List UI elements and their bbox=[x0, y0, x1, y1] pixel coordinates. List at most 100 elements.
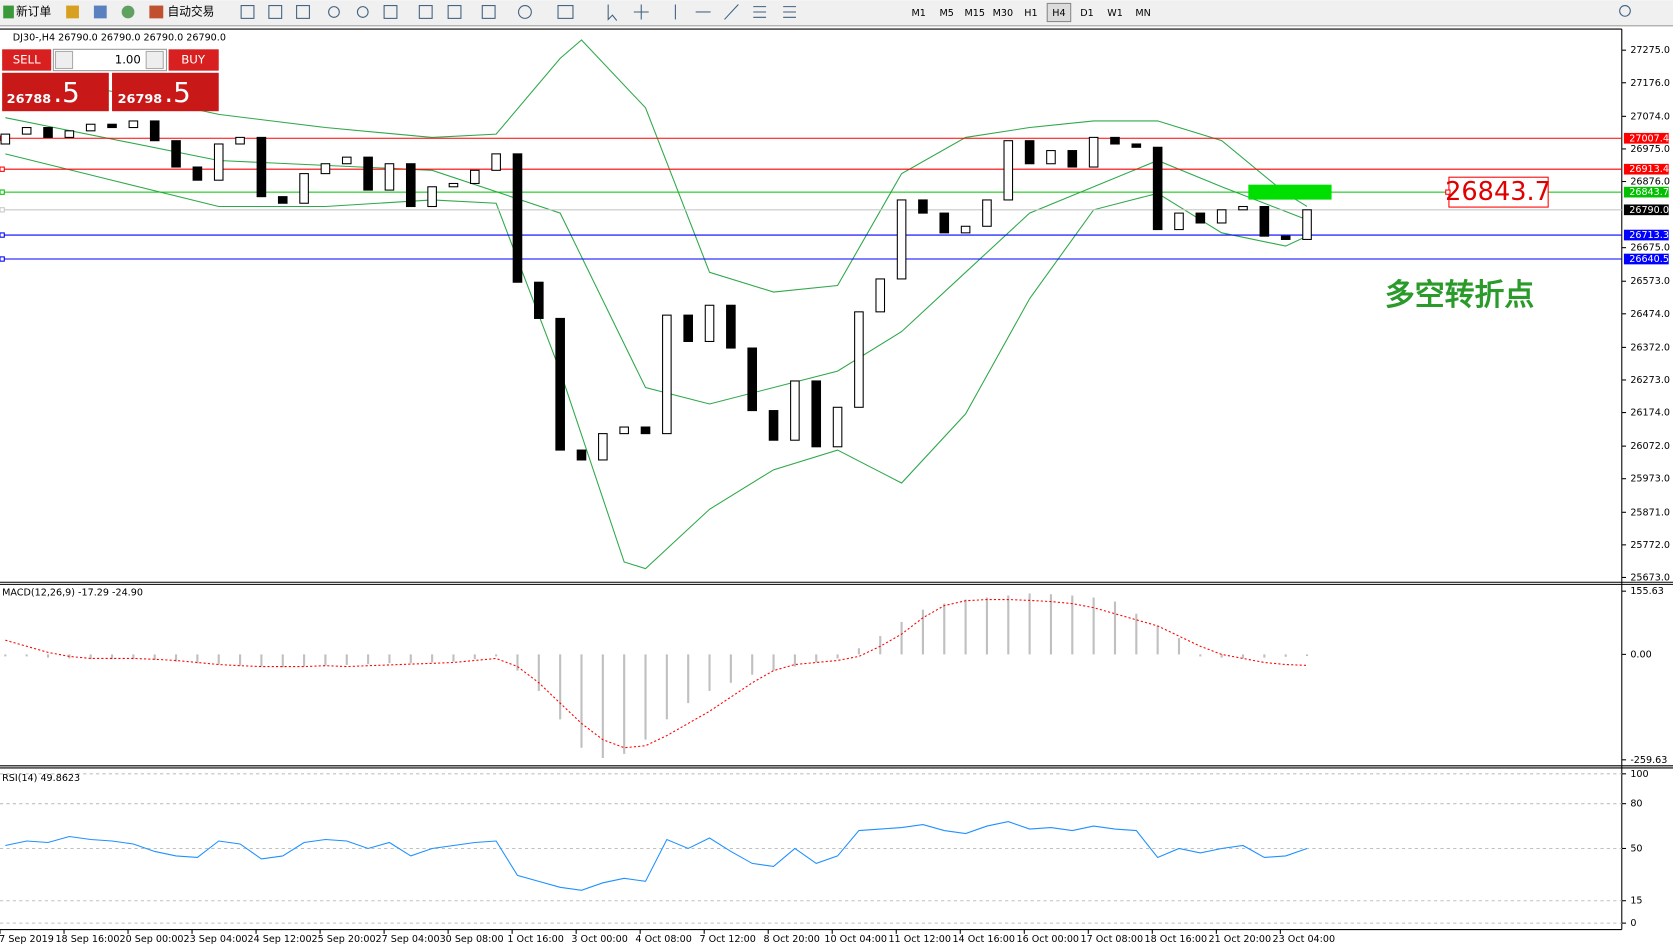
turning-point-marker bbox=[1248, 184, 1332, 200]
channel-tool[interactable] bbox=[753, 6, 767, 18]
timeframe-button[interactable]: D1 bbox=[1080, 8, 1094, 19]
candle bbox=[1067, 150, 1078, 168]
level-label-box bbox=[1623, 229, 1669, 241]
x-tick-label: 20 Sep 00:00 bbox=[119, 934, 183, 945]
candle bbox=[427, 186, 437, 208]
candle bbox=[960, 225, 971, 234]
candle bbox=[1003, 140, 1014, 201]
buy-button[interactable] bbox=[168, 49, 219, 71]
candle bbox=[726, 304, 736, 349]
search-icon[interactable] bbox=[1619, 5, 1631, 17]
timeframe-button[interactable]: H1 bbox=[1024, 8, 1037, 19]
trendline-tool[interactable] bbox=[724, 4, 739, 20]
buy-label[interactable]: BUY bbox=[181, 52, 206, 66]
timeframe-button[interactable]: M30 bbox=[993, 8, 1014, 19]
buy-price-fraction[interactable]: .5 bbox=[164, 76, 190, 109]
timeframe-button[interactable]: M15 bbox=[965, 8, 986, 19]
new-order-button[interactable]: 新订单 bbox=[16, 4, 51, 18]
y-tick-label: 27275.0 bbox=[1630, 45, 1670, 56]
candle bbox=[1238, 205, 1248, 211]
sell-price-box[interactable] bbox=[2, 72, 109, 112]
timeframe-button[interactable]: M1 bbox=[911, 8, 925, 19]
rsi-title: RSI(14) 49.8623 bbox=[2, 773, 80, 784]
auto-trading-button[interactable]: 自动交易 bbox=[168, 4, 215, 18]
candle bbox=[128, 120, 139, 129]
y-tick-label: 26072.0 bbox=[1630, 441, 1670, 452]
zoom-out[interactable] bbox=[356, 6, 369, 18]
candle bbox=[1088, 136, 1099, 168]
candle bbox=[149, 120, 160, 142]
tool-icon[interactable] bbox=[481, 5, 496, 19]
candle bbox=[405, 163, 416, 208]
x-tick-label: 24 Sep 12:00 bbox=[248, 934, 312, 945]
candle bbox=[64, 130, 75, 138]
x-tick-label: 7 Oct 12:00 bbox=[699, 934, 755, 945]
y-tick-label: 26273.0 bbox=[1630, 375, 1670, 386]
candle bbox=[619, 426, 629, 435]
timeframe-button[interactable]: H4 bbox=[1052, 8, 1065, 19]
y-tick-label: 155.63 bbox=[1630, 586, 1664, 597]
lot-up[interactable] bbox=[145, 50, 164, 70]
candle bbox=[43, 126, 53, 138]
fibo-tool[interactable] bbox=[783, 6, 796, 18]
level-label-box bbox=[1623, 253, 1669, 265]
candle bbox=[1259, 205, 1270, 237]
timeframe-button[interactable]: W1 bbox=[1107, 8, 1123, 19]
tool-icon[interactable] bbox=[557, 5, 574, 19]
x-tick-label: 17 Oct 08:00 bbox=[1081, 934, 1144, 945]
tool-icon[interactable] bbox=[418, 5, 433, 19]
lot-value[interactable]: 1.00 bbox=[115, 52, 141, 66]
y-tick-label: 26372.0 bbox=[1630, 342, 1670, 353]
lot-input[interactable] bbox=[52, 48, 167, 72]
crosshair-tool[interactable] bbox=[633, 4, 649, 20]
x-tick-label: 30 Sep 08:00 bbox=[440, 934, 504, 945]
annotation-text: 多空转折点 bbox=[1385, 278, 1534, 313]
zoom-in[interactable] bbox=[328, 6, 340, 18]
y-tick-label: 80 bbox=[1630, 799, 1642, 810]
candle bbox=[576, 449, 587, 461]
x-tick-label: 1 Oct 16:00 bbox=[507, 934, 563, 945]
toolbar-icon[interactable] bbox=[121, 5, 135, 19]
tool-icon[interactable] bbox=[296, 5, 310, 19]
level-handle bbox=[0, 166, 5, 172]
new-order-icon[interactable] bbox=[3, 5, 14, 19]
sell-button[interactable] bbox=[2, 49, 52, 71]
one-click-trading: SELL 1.00 BUY 26788 .5 26798 .5 bbox=[2, 48, 219, 112]
candle bbox=[1195, 212, 1206, 224]
candle bbox=[534, 281, 544, 319]
toolbar-icon[interactable] bbox=[66, 5, 79, 19]
signal-line bbox=[5, 599, 1308, 749]
candle bbox=[875, 278, 886, 313]
candle bbox=[982, 199, 992, 227]
timeframe-button[interactable]: MN bbox=[1135, 8, 1150, 19]
toolbar-icon[interactable] bbox=[93, 5, 107, 19]
candle bbox=[640, 426, 651, 435]
y-tick-label: 50 bbox=[1630, 843, 1642, 854]
lot-down[interactable] bbox=[54, 50, 74, 70]
cursor-tool[interactable] bbox=[607, 4, 618, 21]
tool-icon[interactable] bbox=[268, 5, 283, 19]
y-tick-label: 26975.0 bbox=[1630, 144, 1670, 155]
tool-icon[interactable] bbox=[518, 5, 532, 19]
level-handle bbox=[0, 207, 5, 213]
tool-icon[interactable] bbox=[240, 5, 255, 19]
x-tick-label: 23 Oct 04:00 bbox=[1273, 934, 1336, 945]
sell-label[interactable]: SELL bbox=[13, 52, 41, 66]
tool-icon[interactable] bbox=[383, 5, 398, 19]
y-tick-label: 27176.0 bbox=[1630, 78, 1670, 89]
sell-price-fraction[interactable]: .5 bbox=[53, 76, 79, 109]
candle bbox=[363, 156, 373, 191]
auto-trading-icon[interactable] bbox=[149, 5, 164, 19]
tool-icon[interactable] bbox=[447, 5, 462, 19]
candle bbox=[896, 199, 907, 280]
y-tick-label: -259.63 bbox=[1630, 755, 1667, 766]
candle bbox=[1024, 140, 1035, 165]
sell-price[interactable]: 26788 bbox=[7, 92, 52, 107]
toolbar-tools bbox=[240, 4, 1631, 21]
buy-price-box[interactable] bbox=[112, 72, 219, 112]
y-tick-label: 0.00 bbox=[1630, 649, 1651, 660]
timeframe-button[interactable]: M5 bbox=[940, 8, 954, 19]
rsi-line bbox=[5, 821, 1308, 891]
buy-price[interactable]: 26798 bbox=[118, 92, 163, 107]
candle bbox=[854, 311, 864, 408]
